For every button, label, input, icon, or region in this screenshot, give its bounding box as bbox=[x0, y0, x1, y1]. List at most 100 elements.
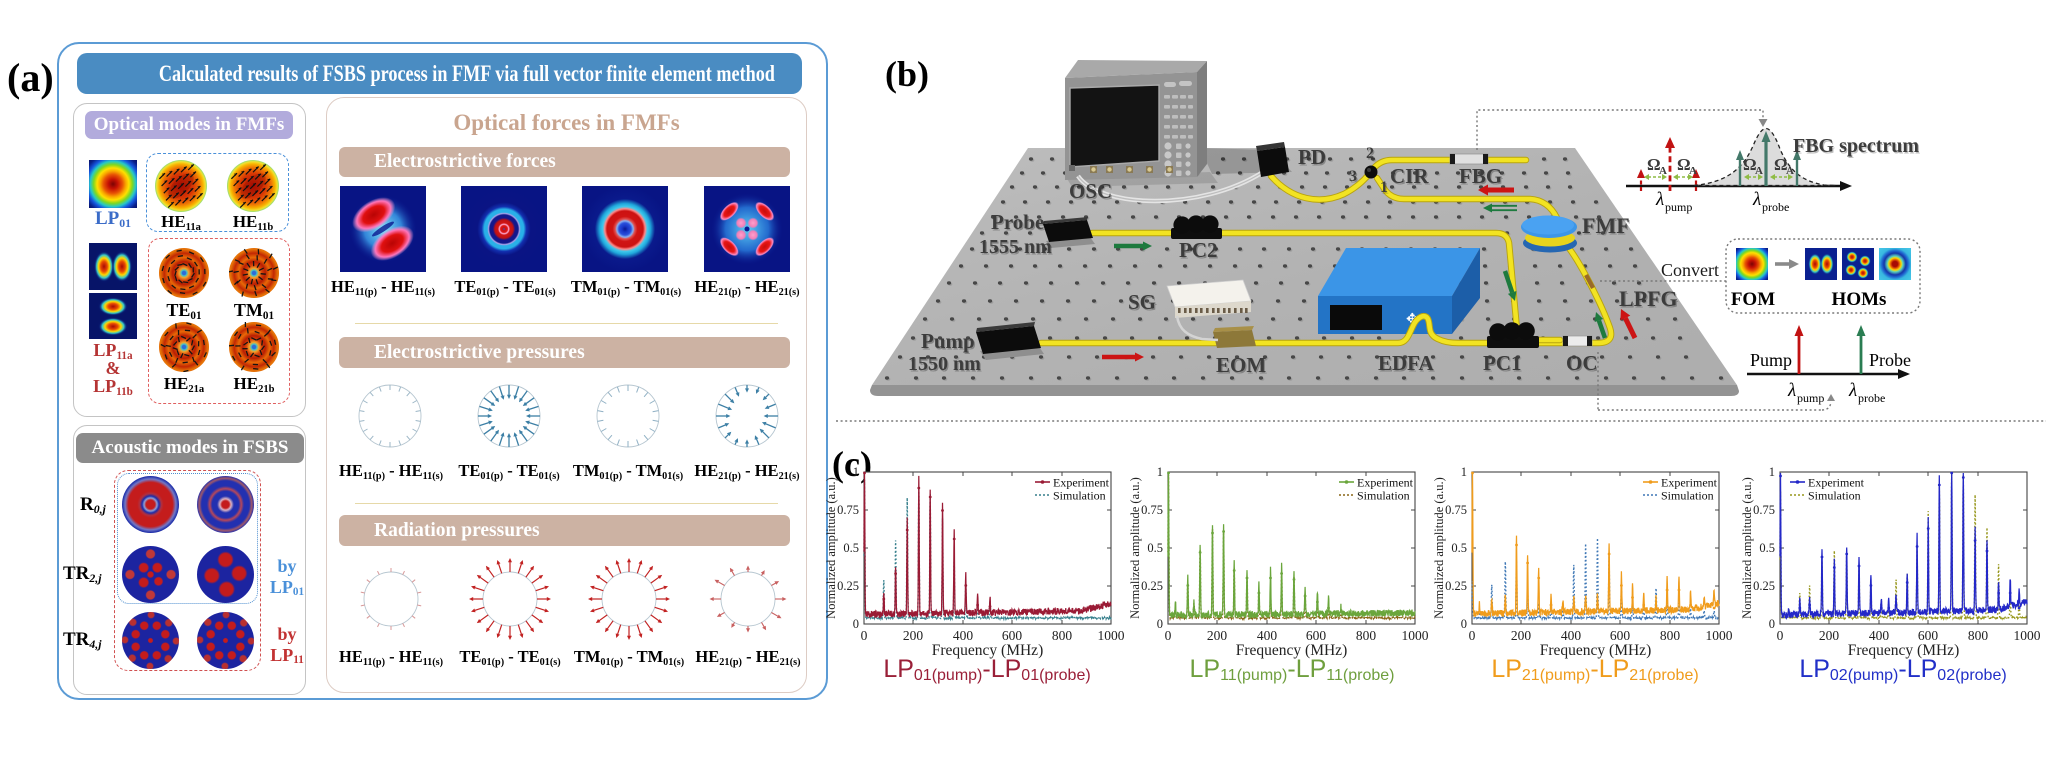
svg-text:OC: OC bbox=[1566, 351, 1598, 375]
svg-text:0: 0 bbox=[853, 617, 859, 631]
svg-text:FBG: FBG bbox=[1459, 164, 1502, 188]
svg-text:Pump: Pump bbox=[922, 331, 976, 355]
svg-text:0: 0 bbox=[1769, 617, 1775, 631]
svg-text:Ω: Ω bbox=[1774, 155, 1788, 174]
svg-text:Convert: Convert bbox=[1661, 260, 1719, 280]
svg-text:800: 800 bbox=[1052, 628, 1073, 643]
svg-text:0: 0 bbox=[1157, 617, 1163, 631]
svg-text:3: 3 bbox=[1349, 168, 1357, 185]
svg-text:EOM: EOM bbox=[1216, 353, 1266, 377]
svg-text:1550 nm: 1550 nm bbox=[909, 355, 982, 377]
svg-text:0.25: 0.25 bbox=[837, 579, 859, 593]
svg-text:1555 nm: 1555 nm bbox=[979, 236, 1052, 258]
svg-text:2: 2 bbox=[1367, 147, 1375, 164]
svg-text:0: 0 bbox=[861, 628, 868, 643]
svg-text:1555 nm: 1555 nm bbox=[980, 238, 1053, 260]
svg-text:0.75: 0.75 bbox=[1141, 503, 1163, 517]
svg-text:Normalized amplitude (a.u.): Normalized amplitude (a.u.) bbox=[1432, 477, 1446, 619]
svg-text:1550 nm: 1550 nm bbox=[908, 353, 981, 375]
svg-text:800: 800 bbox=[1660, 628, 1681, 643]
svg-text:PD: PD bbox=[1298, 145, 1326, 169]
svg-text:200: 200 bbox=[903, 628, 924, 643]
svg-text:FBG spectrum: FBG spectrum bbox=[1794, 137, 1920, 159]
svg-text:Frequency (MHz): Frequency (MHz) bbox=[932, 642, 1043, 659]
svg-text:0.5: 0.5 bbox=[1451, 541, 1467, 555]
svg-text:FBG spectrum: FBG spectrum bbox=[1793, 135, 1919, 157]
svg-text:OC: OC bbox=[1567, 353, 1599, 377]
svg-text:Pump: Pump bbox=[921, 329, 975, 353]
svg-text:1: 1 bbox=[853, 465, 859, 479]
svg-text:Normalized amplitude (a.u.): Normalized amplitude (a.u.) bbox=[824, 477, 838, 619]
svg-text:Probe: Probe bbox=[991, 210, 1044, 234]
svg-text:pump: pump bbox=[1665, 200, 1692, 214]
svg-text:probe: probe bbox=[1762, 200, 1789, 214]
svg-text:800: 800 bbox=[1356, 628, 1377, 643]
svg-text:EDFA: EDFA bbox=[1379, 353, 1435, 377]
svg-text:Experiment: Experiment bbox=[1053, 476, 1110, 490]
svg-text:0.5: 0.5 bbox=[1147, 541, 1163, 555]
svg-text:Frequency (MHz): Frequency (MHz) bbox=[1540, 642, 1651, 659]
svg-text:LPFG: LPFG bbox=[1620, 288, 1679, 313]
svg-text:200: 200 bbox=[1819, 628, 1840, 643]
svg-text:400: 400 bbox=[1257, 628, 1278, 643]
svg-text:A: A bbox=[1659, 165, 1667, 177]
svg-text:Frequency (MHz): Frequency (MHz) bbox=[1236, 642, 1347, 659]
svg-text:PC2: PC2 bbox=[1180, 240, 1219, 264]
svg-text:2: 2 bbox=[1366, 145, 1374, 162]
svg-text:1: 1 bbox=[1380, 179, 1388, 196]
svg-text:200: 200 bbox=[1511, 628, 1532, 643]
svg-text:SG: SG bbox=[1129, 292, 1157, 316]
svg-text:Simulation: Simulation bbox=[1808, 489, 1861, 503]
svg-text:400: 400 bbox=[1561, 628, 1582, 643]
svg-text:Experiment: Experiment bbox=[1808, 476, 1865, 490]
svg-text:0: 0 bbox=[1469, 628, 1476, 643]
svg-text:probe: probe bbox=[1858, 391, 1885, 405]
svg-text:0.25: 0.25 bbox=[1141, 579, 1163, 593]
svg-text:pump: pump bbox=[1797, 391, 1824, 405]
svg-text:Normalized amplitude (a.u.): Normalized amplitude (a.u.) bbox=[1128, 477, 1142, 619]
svg-text:0.25: 0.25 bbox=[1753, 579, 1775, 593]
svg-text:1: 1 bbox=[1157, 465, 1163, 479]
svg-text:EOM: EOM bbox=[1217, 355, 1267, 379]
svg-text:1: 1 bbox=[1769, 465, 1775, 479]
svg-text:PC1: PC1 bbox=[1483, 351, 1522, 375]
svg-text:Experiment: Experiment bbox=[1357, 476, 1414, 490]
svg-text:Simulation: Simulation bbox=[1357, 489, 1410, 503]
svg-text:0: 0 bbox=[1165, 628, 1172, 643]
svg-text:1000: 1000 bbox=[1098, 628, 1125, 643]
svg-text:0.75: 0.75 bbox=[837, 503, 859, 517]
svg-text:OSC: OSC bbox=[1070, 181, 1113, 205]
svg-text:600: 600 bbox=[1610, 628, 1631, 643]
svg-text:0: 0 bbox=[1777, 628, 1784, 643]
svg-text:600: 600 bbox=[1306, 628, 1327, 643]
svg-text:SG: SG bbox=[1128, 290, 1156, 314]
svg-text:Frequency (MHz): Frequency (MHz) bbox=[1848, 642, 1959, 659]
svg-text:FOM: FOM bbox=[1731, 289, 1775, 310]
svg-text:λ: λ bbox=[1848, 380, 1857, 401]
svg-text:Simulation: Simulation bbox=[1053, 489, 1106, 503]
svg-text:400: 400 bbox=[953, 628, 974, 643]
svg-text:0.5: 0.5 bbox=[1759, 541, 1775, 555]
svg-text:Experiment: Experiment bbox=[1661, 476, 1718, 490]
svg-text:0: 0 bbox=[1461, 617, 1467, 631]
svg-text:Pump: Pump bbox=[1750, 350, 1792, 370]
svg-text:400: 400 bbox=[1869, 628, 1890, 643]
svg-text:PD: PD bbox=[1299, 147, 1327, 171]
svg-text:FMF: FMF bbox=[1583, 215, 1631, 240]
svg-text:0.5: 0.5 bbox=[843, 541, 859, 555]
svg-text:A: A bbox=[1689, 165, 1697, 177]
svg-text:600: 600 bbox=[1918, 628, 1939, 643]
svg-text:Normalized amplitude (a.u.): Normalized amplitude (a.u.) bbox=[1740, 477, 1754, 619]
svg-text:800: 800 bbox=[1968, 628, 1989, 643]
svg-text:0.75: 0.75 bbox=[1445, 503, 1467, 517]
svg-text:A: A bbox=[1755, 165, 1763, 177]
svg-text:1000: 1000 bbox=[2014, 628, 2041, 643]
svg-text:HOMs: HOMs bbox=[1832, 289, 1887, 310]
svg-text:λ: λ bbox=[1787, 380, 1796, 401]
svg-text:EDFA: EDFA bbox=[1378, 351, 1434, 375]
svg-text:CIR: CIR bbox=[1390, 164, 1429, 188]
svg-text:0.25: 0.25 bbox=[1445, 579, 1467, 593]
svg-text:Ω: Ω bbox=[1743, 155, 1757, 174]
svg-text:Probe: Probe bbox=[992, 212, 1045, 236]
svg-text:200: 200 bbox=[1207, 628, 1228, 643]
